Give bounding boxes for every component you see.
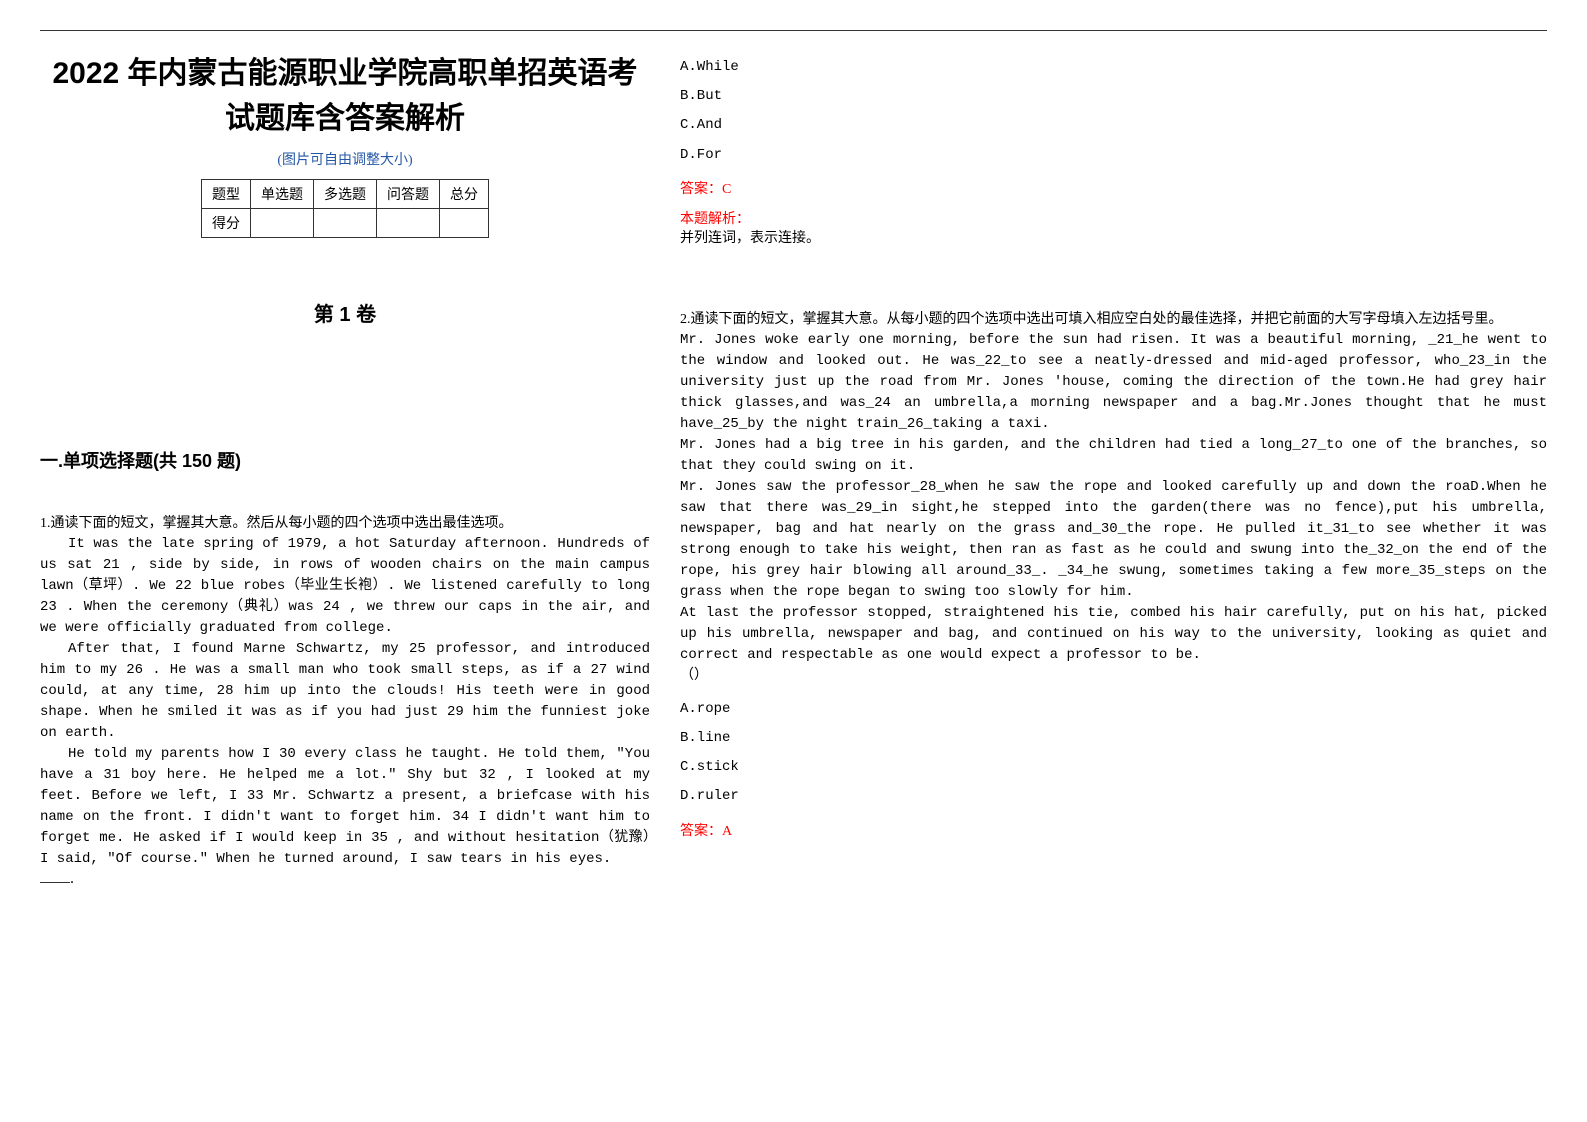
q1-paragraph: It was the late spring of 1979, a hot Sa…	[40, 534, 650, 639]
td-score-label: 得分	[202, 209, 251, 238]
blank-underline: .	[40, 870, 650, 888]
q1-option-a: A.While	[680, 55, 1547, 80]
q2-answer: 答案：A	[680, 820, 1547, 840]
q1-paragraph: After that, I found Marne Schwartz, my 2…	[40, 639, 650, 744]
q1-paragraph: He told my parents how I 30 every class …	[40, 744, 650, 870]
left-column: 2022 年内蒙古能源职业学院高职单招英语考试题库含答案解析 (图片可自由调整大…	[40, 51, 650, 888]
q2-option-d: D.ruler	[680, 784, 1547, 809]
table-row: 题型 单选题 多选题 问答题 总分	[202, 180, 489, 209]
q1-option-d: D.For	[680, 143, 1547, 168]
td-blank	[440, 209, 489, 238]
td-blank	[314, 209, 377, 238]
q2-paren: （）	[680, 666, 1547, 687]
adjust-note: (图片可自由调整大小)	[40, 149, 650, 169]
th-multi: 多选题	[314, 180, 377, 209]
two-column-layout: 2022 年内蒙古能源职业学院高职单招英语考试题库含答案解析 (图片可自由调整大…	[40, 51, 1547, 888]
th-total: 总分	[440, 180, 489, 209]
q2-option-c: C.stick	[680, 755, 1547, 780]
q1-analysis-label: 本题解析：	[680, 208, 1547, 228]
q1-analysis-text: 并列连词，表示连接。	[680, 228, 1547, 249]
th-type: 题型	[202, 180, 251, 209]
q1-stem: 1.通读下面的短文，掌握其大意。然后从每小题的四个选项中选出最佳选项。	[40, 513, 650, 534]
td-blank	[377, 209, 440, 238]
th-single: 单选题	[251, 180, 314, 209]
q2-paragraph: Mr. Jones woke early one morning, before…	[680, 330, 1547, 435]
q2-paragraph: Mr. Jones had a big tree in his garden, …	[680, 435, 1547, 477]
document-title: 2022 年内蒙古能源职业学院高职单招英语考试题库含答案解析	[40, 51, 650, 141]
section-heading: 一.单项选择题(共 150 题)	[40, 447, 650, 473]
top-rule	[40, 30, 1547, 31]
q2-paragraph: Mr. Jones saw the professor_28_when he s…	[680, 477, 1547, 603]
right-column: A.While B.But C.And D.For 答案：C 本题解析： 并列连…	[680, 51, 1547, 888]
spacer	[680, 279, 1547, 309]
table-row: 得分	[202, 209, 489, 238]
q2-option-a: A.rope	[680, 697, 1547, 722]
spacer	[680, 687, 1547, 693]
q1-answer: 答案：C	[680, 178, 1547, 198]
q2-option-b: B.line	[680, 726, 1547, 751]
q2-stem: 2.通读下面的短文，掌握其大意。从每小题的四个选项中选出可填入相应空白处的最佳选…	[680, 309, 1547, 330]
th-qa: 问答题	[377, 180, 440, 209]
q1-option-c: C.And	[680, 113, 1547, 138]
score-table: 题型 单选题 多选题 问答题 总分 得分	[201, 179, 489, 238]
spacer	[680, 249, 1547, 279]
q1-option-b: B.But	[680, 84, 1547, 109]
q2-paragraph: At last the professor stopped, straighte…	[680, 603, 1547, 666]
volume-heading: 第 1 卷	[40, 298, 650, 327]
td-blank	[251, 209, 314, 238]
